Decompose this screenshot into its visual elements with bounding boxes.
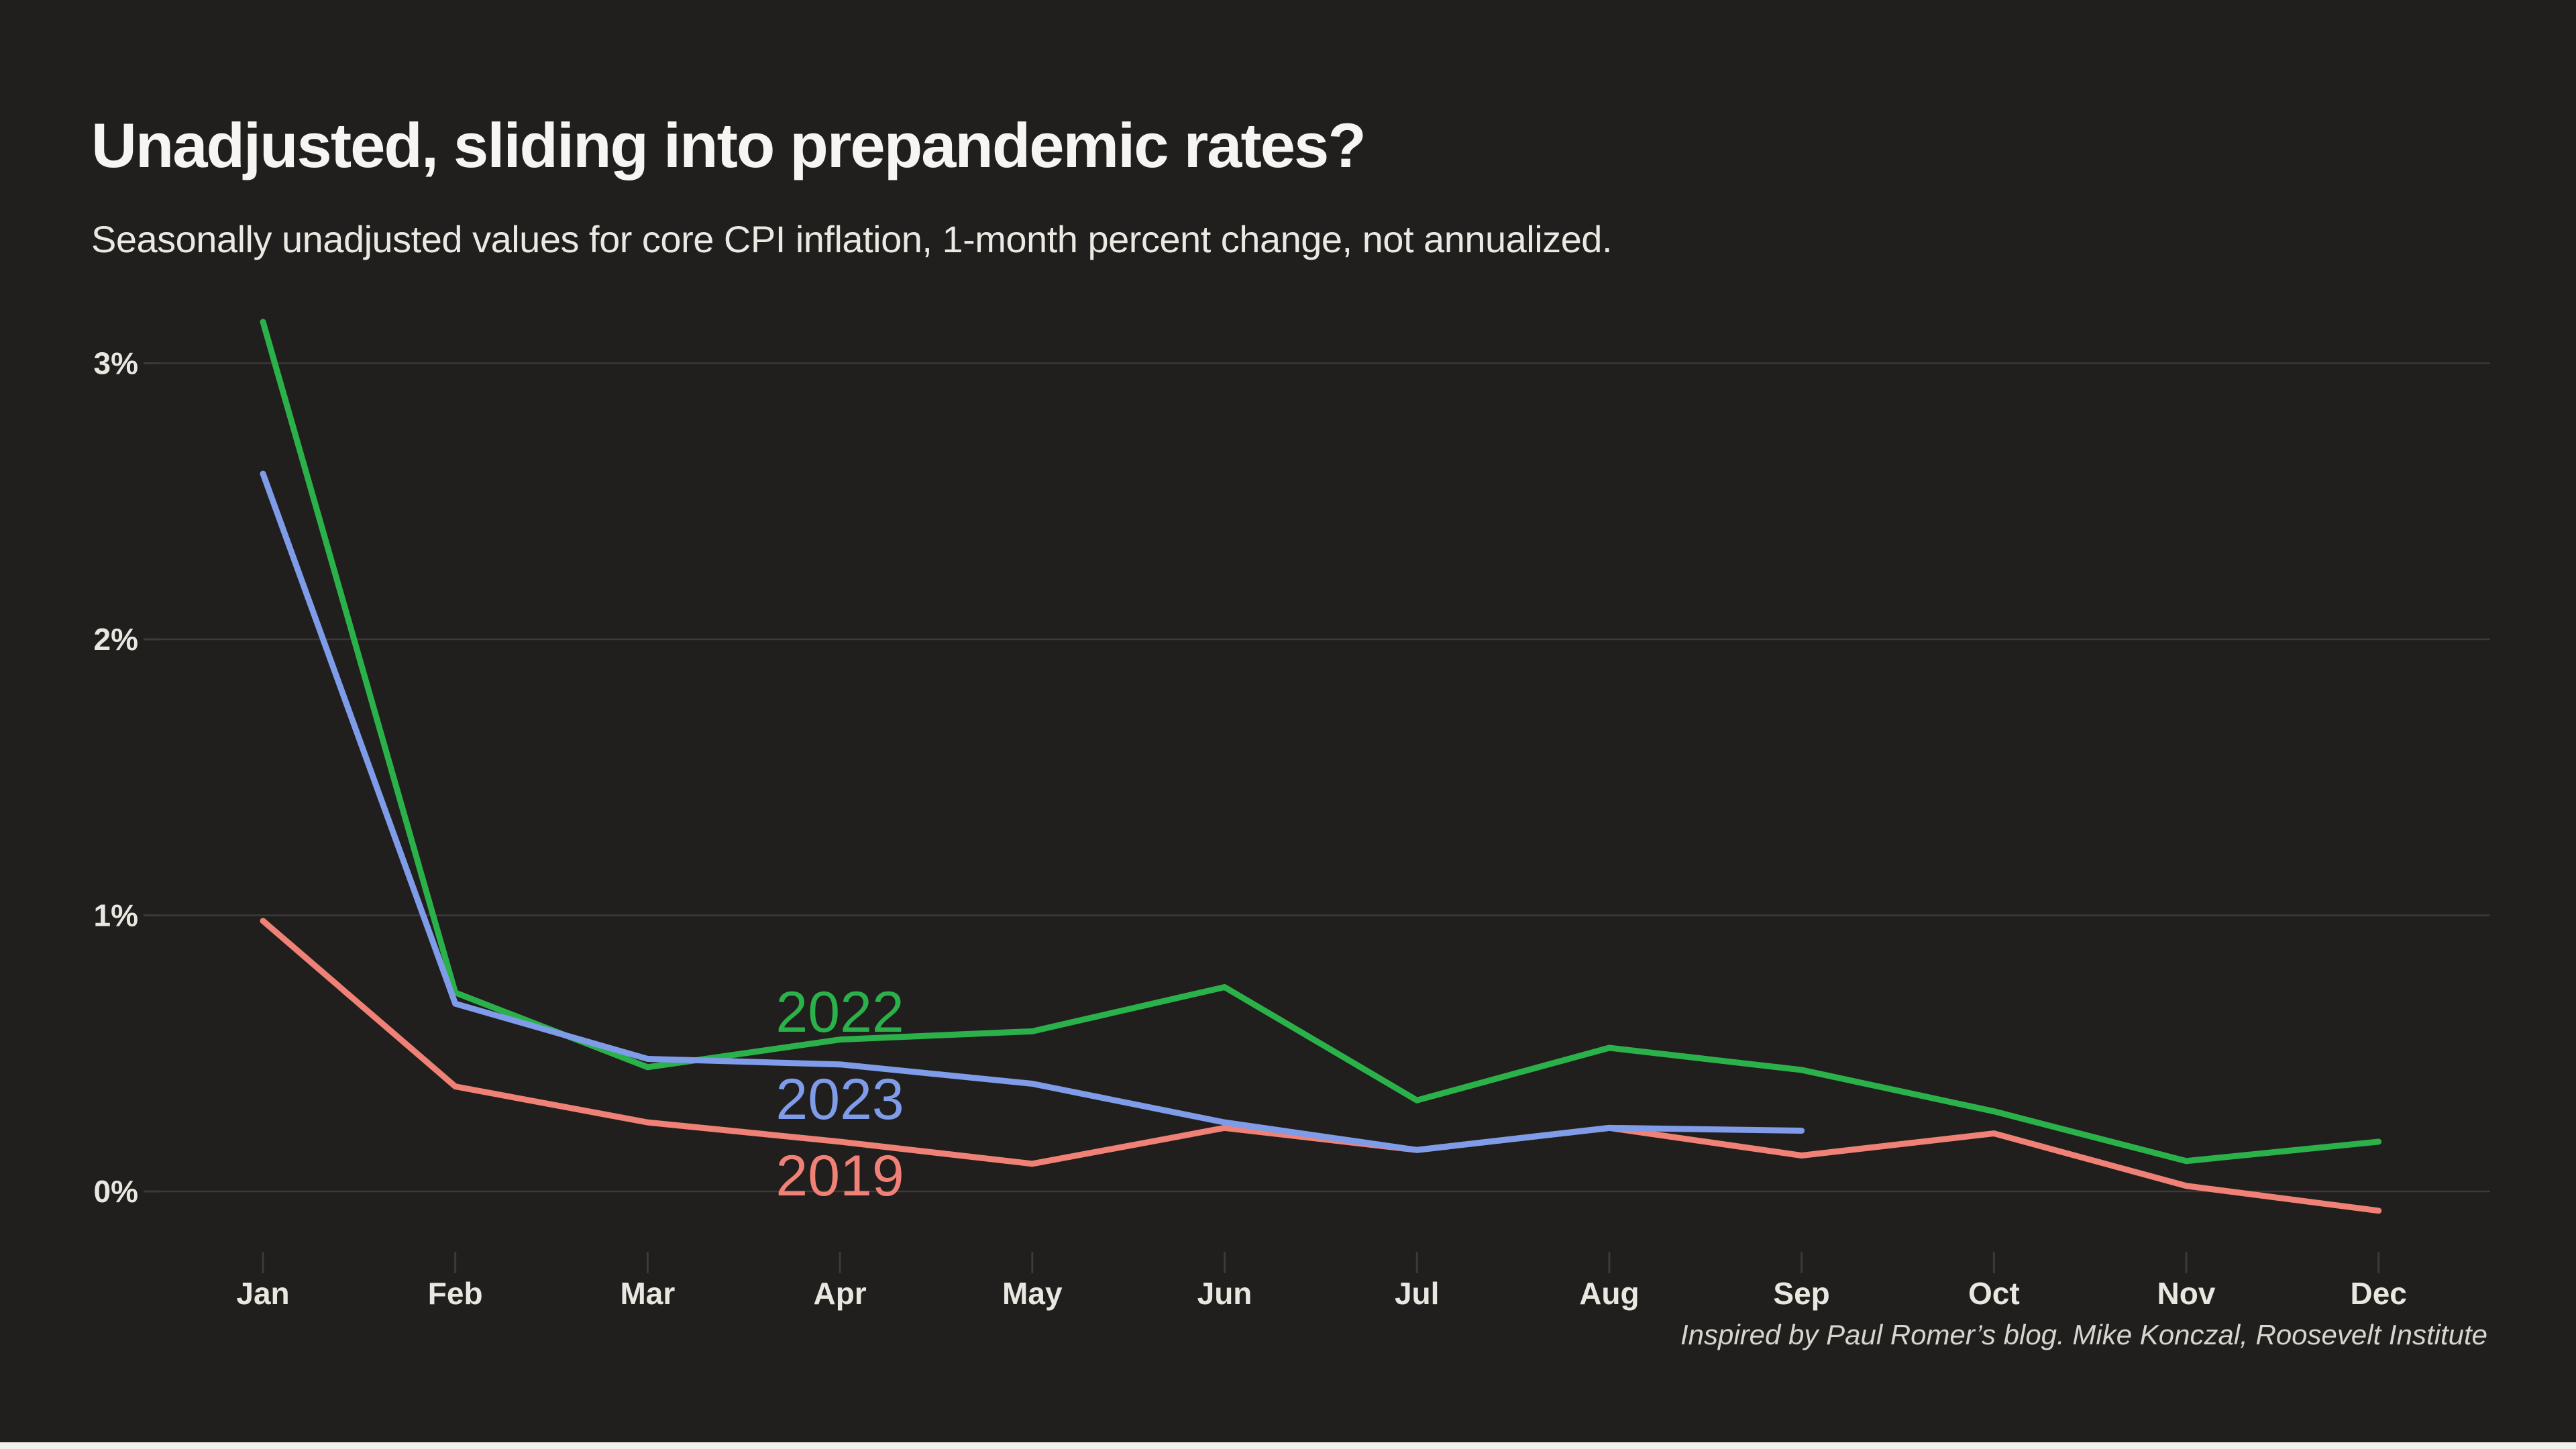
series-line-2023 [260, 470, 1805, 1153]
x-axis-label: Mar [620, 1276, 675, 1311]
chart-subtitle: Seasonally unadjusted values for core CP… [91, 218, 1613, 260]
series-label-2022: 2022 [775, 980, 904, 1044]
footer-strip [0, 1442, 2576, 1449]
series-label-2023: 2023 [775, 1067, 904, 1132]
series-label-2019: 2019 [775, 1144, 904, 1208]
x-axis-label: Oct [1968, 1276, 2020, 1311]
y-axis-label: 0% [94, 1174, 138, 1209]
x-axis-label: May [1002, 1276, 1063, 1311]
x-axis-label: Apr [813, 1276, 866, 1311]
source-caption: Inspired by Paul Romer’s blog. Mike Konc… [1680, 1319, 2487, 1350]
chart-title: Unadjusted, sliding into prepandemic rat… [91, 109, 1366, 180]
y-axis-label: 2% [94, 622, 138, 657]
x-axis-label: Feb [428, 1276, 483, 1311]
y-axis-label: 3% [94, 346, 138, 381]
x-axis-label: Jan [236, 1276, 289, 1311]
x-axis-label: Sep [1773, 1276, 1829, 1311]
x-axis-label: Dec [2351, 1276, 2407, 1311]
series-line-2022 [260, 319, 2382, 1165]
x-axis-label: Aug [1579, 1276, 1639, 1311]
x-axis-label: Jul [1395, 1276, 1439, 1311]
y-axis-label: 1% [94, 898, 138, 933]
series-line-2019 [260, 918, 2382, 1214]
x-axis-label: Nov [2157, 1276, 2216, 1311]
x-axis-label: Jun [1197, 1276, 1252, 1311]
